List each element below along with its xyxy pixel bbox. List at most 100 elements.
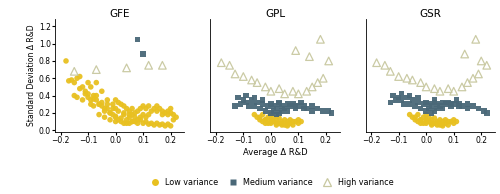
Point bbox=[148, 110, 156, 113]
Point bbox=[104, 98, 112, 101]
Point bbox=[166, 111, 174, 114]
Point bbox=[436, 123, 444, 126]
Point bbox=[420, 116, 428, 119]
Point bbox=[92, 81, 100, 84]
Point bbox=[139, 122, 147, 125]
Point bbox=[408, 78, 416, 81]
Point bbox=[416, 122, 424, 125]
Point bbox=[414, 96, 422, 99]
Point bbox=[166, 124, 174, 127]
Point bbox=[444, 120, 452, 123]
Point bbox=[236, 103, 244, 106]
Point bbox=[444, 87, 452, 90]
Point bbox=[126, 122, 134, 125]
Point bbox=[153, 104, 161, 107]
Point bbox=[267, 90, 275, 93]
Point bbox=[324, 59, 332, 62]
Point bbox=[158, 113, 166, 116]
Point bbox=[452, 120, 460, 123]
Point bbox=[267, 120, 275, 123]
Point bbox=[76, 87, 84, 90]
Point bbox=[472, 38, 480, 41]
Point bbox=[172, 116, 180, 119]
Point bbox=[406, 103, 413, 106]
Point bbox=[319, 110, 327, 113]
Point bbox=[250, 104, 258, 107]
Point bbox=[425, 120, 433, 123]
Point bbox=[447, 104, 455, 107]
Point bbox=[262, 118, 270, 121]
Point bbox=[120, 111, 128, 114]
Point bbox=[403, 96, 411, 99]
Point bbox=[114, 101, 122, 104]
Point bbox=[82, 90, 90, 93]
Point bbox=[286, 122, 294, 125]
Point bbox=[275, 103, 283, 106]
Point bbox=[444, 101, 452, 104]
Point bbox=[120, 104, 128, 107]
Point bbox=[106, 118, 114, 121]
Point bbox=[166, 107, 174, 110]
Point bbox=[284, 103, 292, 106]
Point bbox=[272, 107, 280, 110]
Point bbox=[474, 72, 482, 75]
Point bbox=[161, 111, 169, 114]
Point bbox=[95, 103, 103, 106]
Point bbox=[164, 113, 172, 116]
Point bbox=[250, 96, 258, 99]
Point bbox=[386, 101, 394, 104]
Point bbox=[292, 107, 300, 110]
Point bbox=[458, 104, 466, 107]
Point bbox=[458, 85, 466, 88]
Point bbox=[308, 85, 316, 88]
Point bbox=[267, 113, 275, 116]
Point bbox=[90, 97, 98, 100]
Point bbox=[297, 101, 305, 104]
Point bbox=[114, 110, 122, 113]
Point bbox=[438, 123, 446, 126]
Point bbox=[292, 104, 300, 107]
Point bbox=[267, 103, 275, 106]
Point bbox=[117, 117, 125, 120]
Point bbox=[328, 111, 336, 114]
Point bbox=[324, 110, 332, 113]
Point bbox=[422, 118, 430, 121]
Point bbox=[267, 122, 275, 125]
Point bbox=[477, 59, 485, 62]
Point bbox=[292, 120, 300, 123]
Point bbox=[139, 104, 147, 107]
Point bbox=[98, 104, 106, 107]
Point bbox=[430, 101, 438, 104]
Point bbox=[131, 111, 139, 114]
Point bbox=[442, 122, 450, 125]
Point bbox=[284, 110, 292, 113]
Point bbox=[430, 87, 438, 90]
Point bbox=[414, 101, 422, 104]
Point bbox=[450, 118, 458, 121]
Point bbox=[469, 77, 477, 80]
Point bbox=[264, 116, 272, 119]
Point bbox=[450, 103, 458, 106]
Point bbox=[455, 103, 463, 106]
Point bbox=[262, 110, 270, 113]
Point bbox=[92, 94, 100, 97]
Point bbox=[226, 64, 234, 67]
Point bbox=[144, 64, 152, 67]
Point bbox=[284, 120, 292, 123]
Point bbox=[428, 122, 436, 125]
Point bbox=[292, 49, 300, 52]
Point bbox=[422, 110, 430, 113]
Point bbox=[442, 118, 450, 121]
Point bbox=[398, 92, 406, 95]
Point bbox=[400, 103, 408, 106]
Point bbox=[126, 113, 134, 116]
Point bbox=[250, 113, 258, 116]
Point bbox=[218, 61, 226, 64]
Point bbox=[258, 98, 266, 101]
Point bbox=[144, 104, 152, 107]
Point bbox=[253, 81, 261, 84]
Point bbox=[164, 110, 172, 113]
Point bbox=[98, 90, 106, 93]
Point bbox=[242, 101, 250, 104]
Point bbox=[262, 85, 270, 88]
